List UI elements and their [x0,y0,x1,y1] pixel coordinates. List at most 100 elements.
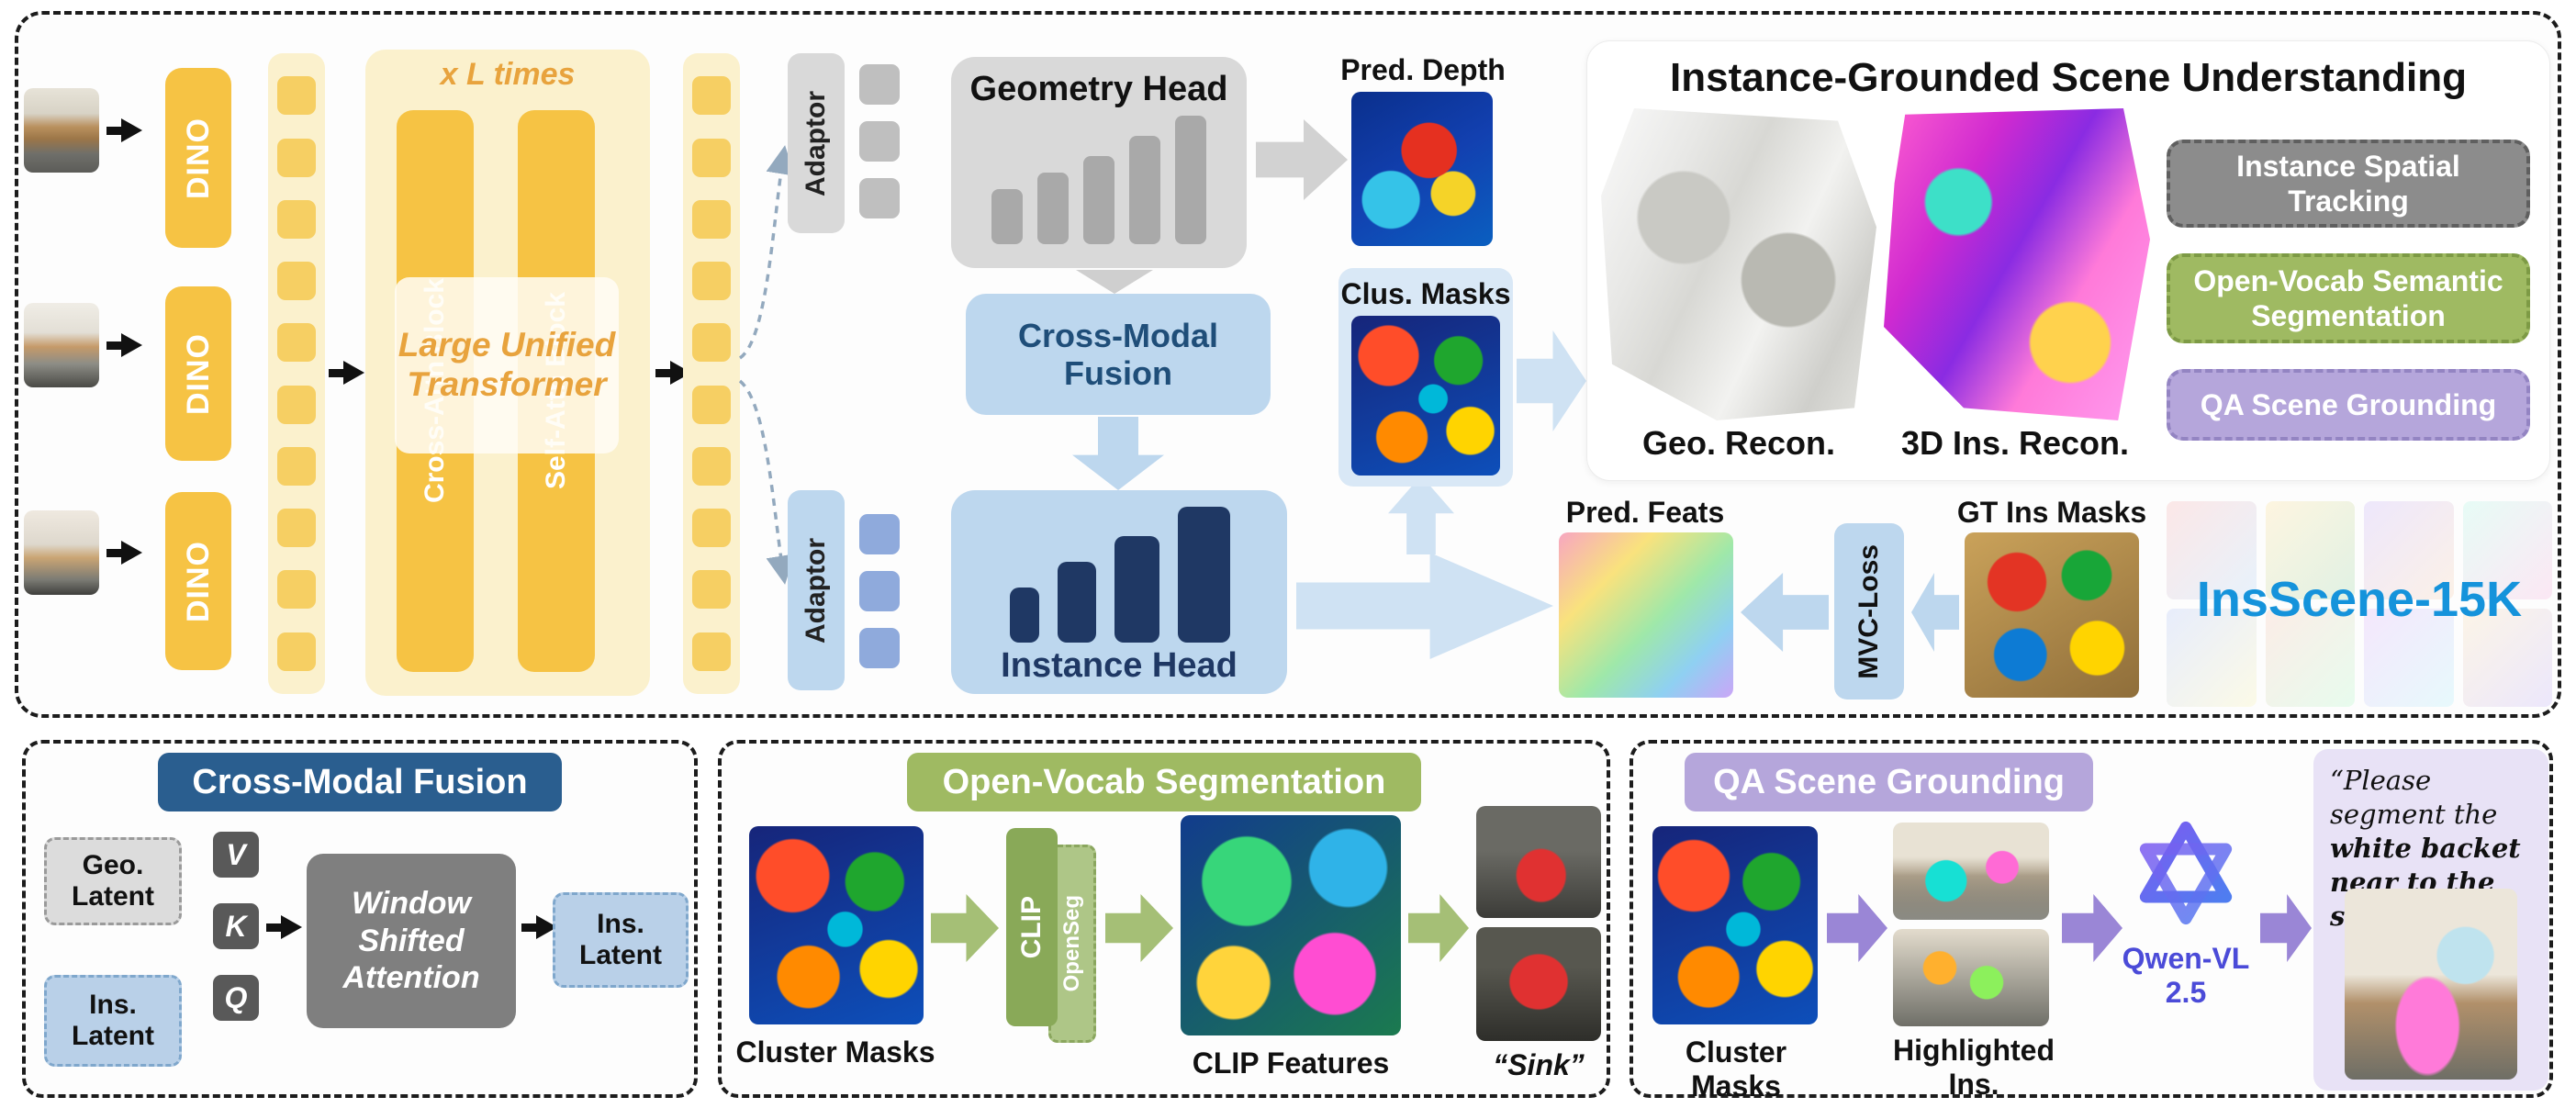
window-shifted-attention-block: Window Shifted Attention [307,854,516,1028]
token [692,76,731,116]
geometry-head-bars [982,116,1215,244]
clip-features-image [1181,815,1401,1035]
token [692,262,731,301]
mvc-loss-block: MVC-Loss [1834,523,1904,699]
pred-feats-image [1559,532,1733,698]
geo-recon-image [1601,108,1876,420]
dino-label: DINO [180,332,216,415]
key-token: K [213,903,259,949]
token [859,121,900,162]
openvocab-panel-title: Open-Vocab Segmentation [907,753,1421,811]
ins-latent-in-box: Ins. Latent [44,975,182,1067]
clip-block: CLIP [1006,828,1058,1026]
qa-panel-title: QA Scene Grounding [1685,753,2093,811]
sink-result-image-2 [1476,927,1601,1041]
ins-recon-image [1884,108,2150,420]
dataset-thumb [2265,609,2355,707]
token [277,199,316,239]
query-token: Q [213,975,259,1021]
input-photo-2 [24,303,99,387]
token [277,632,316,671]
highlighted-ins-image-1 [1893,823,2049,920]
token [692,509,731,548]
dino-encoder-2: DINO [165,286,231,461]
pred-depth-image [1351,92,1493,246]
fusion-panel-title: Cross-Modal Fusion [158,753,562,811]
badge-open-vocab-segmentation: Open-Vocab Semantic Segmentation [2167,253,2530,343]
token [692,199,731,239]
dataset-thumb [2167,609,2257,707]
dataset-thumb [2364,501,2454,599]
bar [1037,173,1069,244]
clip-features-label: CLIP Features [1192,1046,1390,1080]
loop-count-label: x L times [440,57,576,92]
scene-understanding-title: Instance-Grounded Scene Understanding [1670,55,2467,100]
dino-label: DINO [180,540,216,622]
geometry-head-title: Geometry Head [969,70,1228,108]
token [277,76,316,116]
cluster-masks-label: Cluster Masks [735,1035,935,1069]
pred-depth-label: Pred. Depth [1340,53,1506,86]
token [277,262,316,301]
dataset-thumbnails [2167,501,2552,707]
token [692,632,731,671]
pred-feats-label: Pred. Feats [1565,496,1725,529]
geo-recon-label: Geo. Recon. [1641,424,1836,462]
arrow-right-icon [521,914,558,940]
input-photo-3 [24,510,99,595]
highlighted-ins-label: Highlighted Ins. [1893,1034,2055,1101]
token [859,178,900,218]
token [692,323,731,363]
dataset-name: InsScene-15K [2196,572,2523,627]
qa-cluster-masks-label: Cluster Masks [1685,1035,1787,1102]
token [277,509,316,548]
qwen-logo-icon [2139,821,2233,925]
token-column-input [268,53,325,694]
geo-latent-box: Geo. Latent [44,837,182,925]
arrow-right-icon [106,332,143,358]
bar [1114,536,1160,643]
adaptor-connector-arrows [738,145,795,585]
bar [1010,588,1040,643]
transformer-overlay-label: Large Unified Transformer [395,277,619,453]
mvc-loss-label: MVC-Loss [1854,543,1884,679]
dino-encoder-1: DINO [165,68,231,248]
cluster-masks-image [749,826,924,1024]
cross-modal-fusion-block: Cross-Modal Fusion [966,294,1271,415]
clus-masks-label: Clus. Masks [1340,277,1511,310]
clip-label: CLIP [1016,895,1047,959]
quote-bold: white backet [2330,833,2521,865]
dataset-thumb [2364,609,2454,707]
adaptor-geometry: Adaptor [788,53,845,233]
adaptor-instance: Adaptor [788,490,845,690]
value-token: V [213,832,259,878]
bar [1083,156,1114,244]
instance-head-bars [1010,505,1230,643]
dataset-thumb [2167,501,2257,599]
arrow-right-icon [329,360,365,386]
adaptor-label: Adaptor [801,90,831,196]
token [277,446,316,486]
token [859,628,900,668]
ins-recon-label: 3D Ins. Recon. [1900,424,2130,462]
bar [1058,562,1096,643]
clus-masks-image [1351,316,1500,476]
token [277,323,316,363]
qa-result-image [2345,889,2517,1080]
dino-encoder-3: DINO [165,492,231,670]
dino-label: DINO [180,117,216,199]
bar [1178,507,1230,643]
bar [991,189,1023,244]
badge-instance-spatial-tracking: Instance Spatial Tracking [2167,140,2530,228]
token [692,385,731,424]
token [277,570,316,610]
bar [1129,136,1160,244]
gt-ins-masks-label: GT Ins Masks [1956,496,2147,529]
dataset-thumb [2265,501,2355,599]
token [859,514,900,554]
sink-result-image-1 [1476,806,1601,918]
qa-cluster-masks-image [1652,826,1818,1024]
qwen-model-label: Qwen-VL 2.5 [2122,942,2250,1009]
arrow-right-icon [106,540,143,565]
